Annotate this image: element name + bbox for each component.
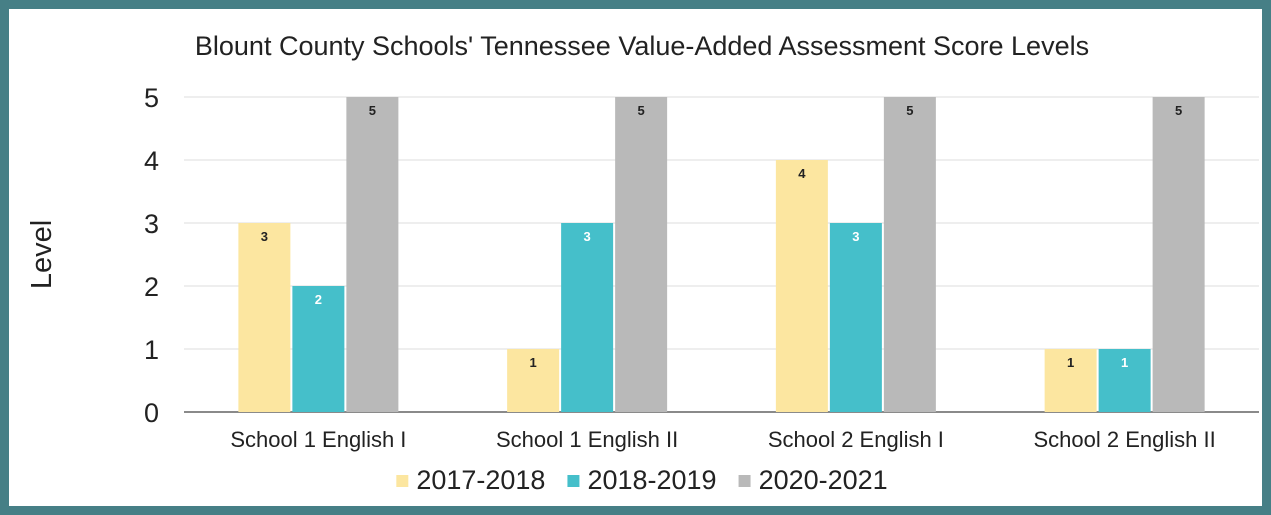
legend-label: 2017-2018 bbox=[416, 465, 545, 495]
data-label: 4 bbox=[798, 166, 806, 181]
x-tick-label: School 1 English I bbox=[230, 427, 406, 452]
data-label: 1 bbox=[530, 355, 537, 370]
bar bbox=[883, 97, 936, 412]
bars bbox=[238, 97, 1205, 412]
legend-swatch bbox=[396, 475, 409, 487]
bar bbox=[1152, 97, 1205, 412]
bar bbox=[238, 223, 291, 412]
x-tick-label: School 2 English II bbox=[1034, 427, 1216, 452]
data-label: 2 bbox=[315, 292, 322, 307]
y-tick-label: 3 bbox=[144, 209, 159, 239]
y-tick-label: 2 bbox=[144, 272, 159, 302]
data-label: 3 bbox=[261, 229, 268, 244]
bar bbox=[507, 349, 560, 412]
legend-swatch bbox=[738, 475, 751, 487]
bar bbox=[292, 286, 345, 412]
gridlines bbox=[184, 96, 1259, 413]
bar bbox=[561, 223, 614, 412]
legend-swatch bbox=[567, 475, 580, 487]
bar bbox=[615, 97, 668, 412]
y-tick-label: 1 bbox=[144, 335, 159, 365]
y-tick-label: 5 bbox=[144, 83, 159, 113]
data-label: 3 bbox=[852, 229, 859, 244]
data-labels: 3 2 5 1 3 5 4 3 5 1 1 5 bbox=[261, 103, 1182, 370]
data-label: 1 bbox=[1121, 355, 1128, 370]
bar bbox=[346, 97, 399, 412]
data-label: 5 bbox=[638, 103, 645, 118]
chart-title: Blount County Schools' Tennessee Value-A… bbox=[195, 31, 1089, 61]
bar bbox=[775, 160, 828, 412]
y-axis-ticks: 0 1 2 3 4 5 bbox=[144, 83, 159, 428]
y-tick-label: 4 bbox=[144, 146, 159, 176]
bar-chart: Blount County Schools' Tennessee Value-A… bbox=[26, 31, 1259, 495]
bar bbox=[829, 223, 882, 412]
data-label: 5 bbox=[369, 103, 376, 118]
y-axis-label: Level bbox=[26, 220, 58, 289]
x-tick-label: School 1 English II bbox=[496, 427, 678, 452]
legend: 2017-2018 2018-2019 2020-2021 bbox=[396, 465, 888, 495]
y-tick-label: 0 bbox=[144, 398, 159, 428]
data-label: 5 bbox=[1175, 103, 1182, 118]
data-label: 5 bbox=[906, 103, 913, 118]
data-label: 1 bbox=[1067, 355, 1074, 370]
data-label: 3 bbox=[584, 229, 591, 244]
bar bbox=[1044, 349, 1097, 412]
x-axis-ticks: School 1 English I School 1 English II Sch… bbox=[230, 427, 1215, 452]
bar bbox=[1098, 349, 1151, 412]
legend-label: 2020-2021 bbox=[759, 465, 888, 495]
x-tick-label: School 2 English I bbox=[768, 427, 944, 452]
legend-label: 2018-2019 bbox=[587, 465, 716, 495]
